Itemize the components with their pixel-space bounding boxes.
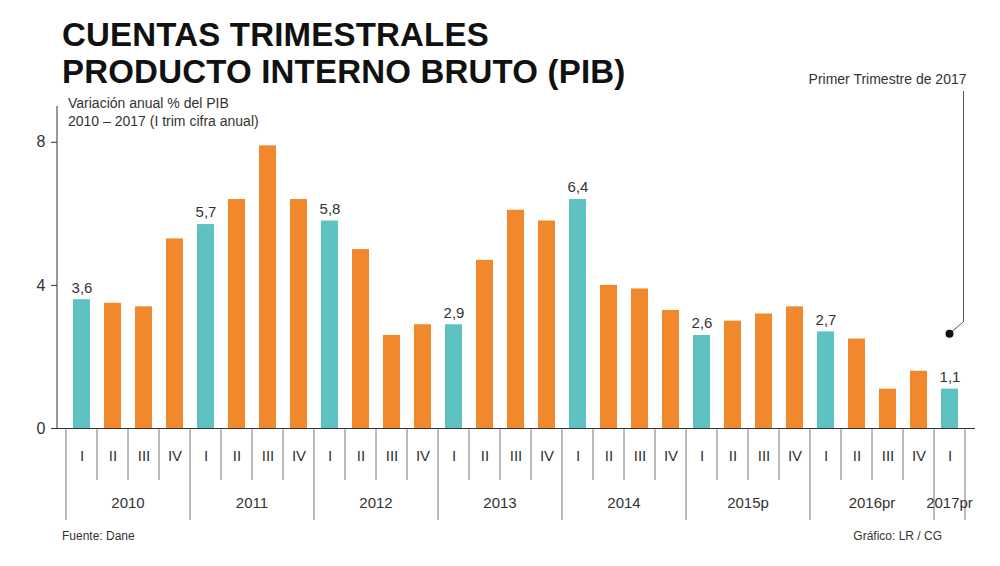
svg-text:IV: IV: [292, 447, 306, 464]
svg-text:II: II: [357, 447, 365, 464]
svg-text:II: II: [853, 447, 861, 464]
svg-text:III: III: [386, 447, 399, 464]
svg-text:I: I: [824, 447, 828, 464]
svg-text:IV: IV: [788, 447, 802, 464]
svg-text:Primer Trimestre de 2017: Primer Trimestre de 2017: [809, 71, 967, 87]
svg-text:2,9: 2,9: [444, 304, 465, 321]
svg-text:2016pr: 2016pr: [849, 494, 896, 511]
svg-text:IV: IV: [416, 447, 430, 464]
svg-text:III: III: [758, 447, 771, 464]
svg-text:IV: IV: [664, 447, 678, 464]
svg-text:5,8: 5,8: [320, 200, 341, 217]
svg-text:6,4: 6,4: [568, 178, 589, 195]
svg-text:II: II: [605, 447, 613, 464]
svg-text:2015p: 2015p: [727, 494, 769, 511]
svg-text:I: I: [700, 447, 704, 464]
svg-text:2010: 2010: [111, 494, 144, 511]
svg-text:I: I: [80, 447, 84, 464]
svg-text:0: 0: [37, 420, 46, 437]
svg-text:I: I: [576, 447, 580, 464]
svg-text:II: II: [233, 447, 241, 464]
svg-text:II: II: [729, 447, 737, 464]
svg-text:2013: 2013: [483, 494, 516, 511]
svg-text:III: III: [138, 447, 151, 464]
svg-text:I: I: [328, 447, 332, 464]
svg-text:4: 4: [37, 277, 46, 294]
svg-text:II: II: [109, 447, 117, 464]
html-text:CUENTAS TRIMESTRALES: CUENTAS TRIMESTRALES: [62, 16, 489, 53]
svg-text:III: III: [262, 447, 275, 464]
svg-text:IV: IV: [168, 447, 182, 464]
html-text:2010 – 2017 (I trim cifra anua: 2010 – 2017 (I trim cifra anual): [68, 113, 259, 129]
svg-text:2014: 2014: [607, 494, 640, 511]
svg-text:2017pr: 2017pr: [926, 494, 973, 511]
svg-text:IV: IV: [912, 447, 926, 464]
svg-text:1,1: 1,1: [940, 368, 961, 385]
svg-text:I: I: [948, 447, 952, 464]
svg-text:II: II: [481, 447, 489, 464]
svg-text:I: I: [204, 447, 208, 464]
svg-text:5,7: 5,7: [196, 203, 217, 220]
svg-text:2,7: 2,7: [816, 311, 837, 328]
html-text:Gráfico: LR / CG: Gráfico: LR / CG: [853, 529, 942, 543]
svg-text:I: I: [452, 447, 456, 464]
svg-text:III: III: [634, 447, 647, 464]
svg-text:III: III: [510, 447, 523, 464]
html-text:Variación anual % del PIB: Variación anual % del PIB: [68, 95, 229, 111]
svg-text:III: III: [882, 447, 895, 464]
svg-text:2,6: 2,6: [692, 314, 713, 331]
html-text:Fuente: Dane: Fuente: Dane: [62, 529, 135, 543]
svg-text:2011: 2011: [236, 494, 268, 511]
html-text:PRODUCTO INTERNO BRUTO (PIB): PRODUCTO INTERNO BRUTO (PIB): [62, 53, 626, 90]
svg-text:2012: 2012: [359, 494, 392, 511]
svg-text:IV: IV: [540, 447, 554, 464]
svg-text:8: 8: [37, 133, 46, 150]
svg-text:3,6: 3,6: [72, 279, 93, 296]
